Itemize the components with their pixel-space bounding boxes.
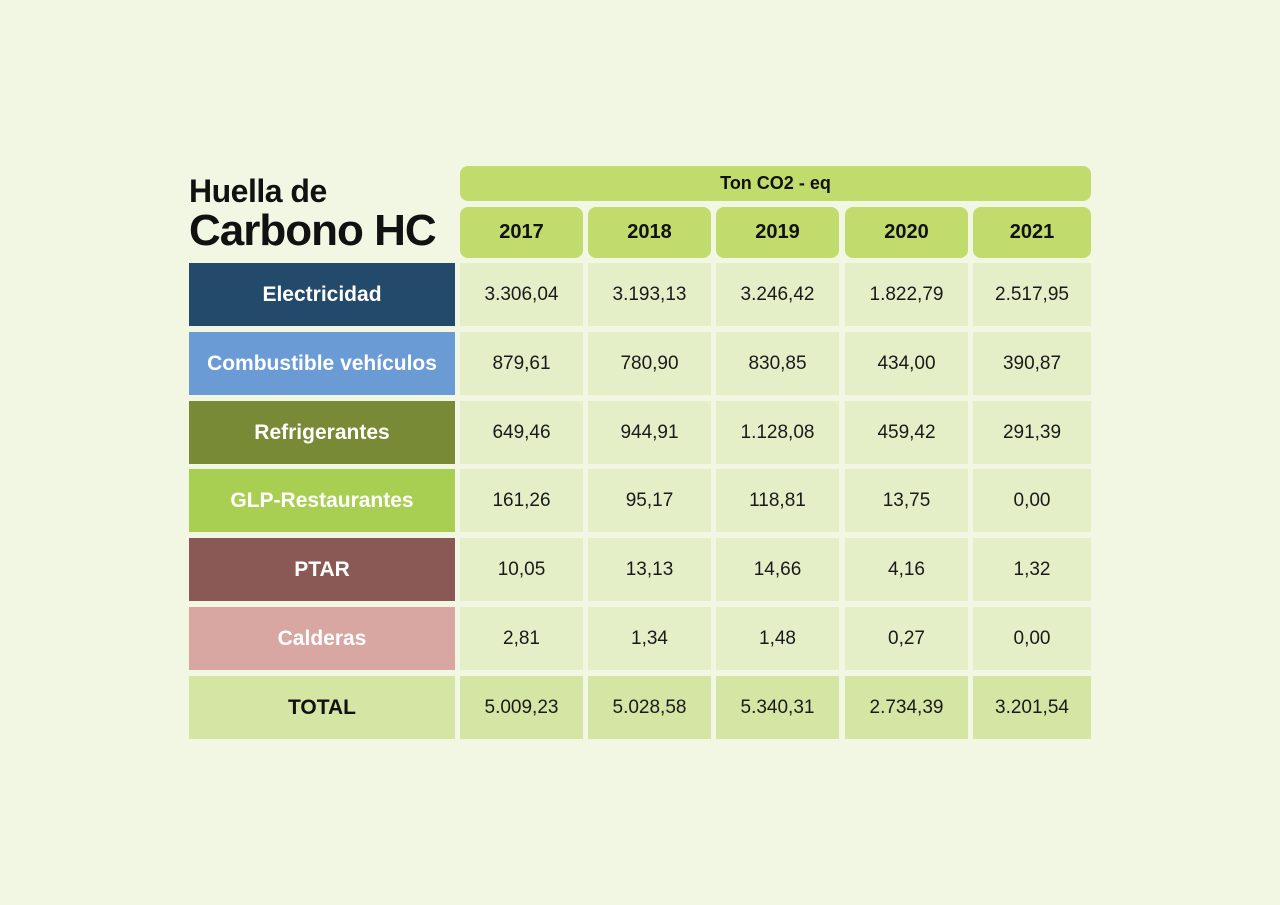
row-label: GLP-Restaurantes	[189, 469, 455, 532]
total-cell: 5.340,31	[716, 676, 839, 739]
row-label: PTAR	[189, 538, 455, 601]
total-cell: 2.734,39	[845, 676, 968, 739]
table-cell: 459,42	[845, 401, 968, 464]
year-header-2017: 2017	[460, 207, 583, 258]
table-cell: 3.193,13	[588, 263, 711, 326]
total-cell: 5.028,58	[588, 676, 711, 739]
table-cell: 1,34	[588, 607, 711, 670]
row-label: Calderas	[189, 607, 455, 670]
table-cell: 118,81	[716, 469, 839, 532]
table-cell: 434,00	[845, 332, 968, 395]
table-cell: 390,87	[973, 332, 1091, 395]
table-cell: 2.517,95	[973, 263, 1091, 326]
title-line-2: Carbono HC	[189, 206, 437, 255]
row-label: Electricidad	[189, 263, 455, 326]
table-cell: 1.822,79	[845, 263, 968, 326]
table-cell: 1.128,08	[716, 401, 839, 464]
total-cell: 5.009,23	[460, 676, 583, 739]
row-label: Combustible vehículos	[189, 332, 455, 395]
year-header-2019: 2019	[716, 207, 839, 258]
table-cell: 0,00	[973, 607, 1091, 670]
table-cell: 1,48	[716, 607, 839, 670]
table-cell: 13,13	[588, 538, 711, 601]
year-header-2020: 2020	[845, 207, 968, 258]
table-cell: 13,75	[845, 469, 968, 532]
table-cell: 2,81	[460, 607, 583, 670]
table-cell: 3.306,04	[460, 263, 583, 326]
table-cell: 291,39	[973, 401, 1091, 464]
year-header-2018: 2018	[588, 207, 711, 258]
table-cell: 14,66	[716, 538, 839, 601]
table-cell: 649,46	[460, 401, 583, 464]
table-cell: 161,26	[460, 469, 583, 532]
row-label: Refrigerantes	[189, 401, 455, 464]
table-cell: 10,05	[460, 538, 583, 601]
table-cell: 4,16	[845, 538, 968, 601]
table-cell: 1,32	[973, 538, 1091, 601]
total-cell: 3.201,54	[973, 676, 1091, 739]
chart-title: Huella de Carbono HC	[189, 174, 459, 254]
title-line-1: Huella de	[189, 173, 327, 209]
unit-header: Ton CO2 - eq	[460, 166, 1091, 201]
total-row-label: TOTAL	[189, 676, 455, 739]
year-header-2021: 2021	[973, 207, 1091, 258]
table-cell: 95,17	[588, 469, 711, 532]
table-cell: 944,91	[588, 401, 711, 464]
table-cell: 0,27	[845, 607, 968, 670]
table-cell: 3.246,42	[716, 263, 839, 326]
table-cell: 830,85	[716, 332, 839, 395]
table-cell: 879,61	[460, 332, 583, 395]
table-cell: 780,90	[588, 332, 711, 395]
table-cell: 0,00	[973, 469, 1091, 532]
